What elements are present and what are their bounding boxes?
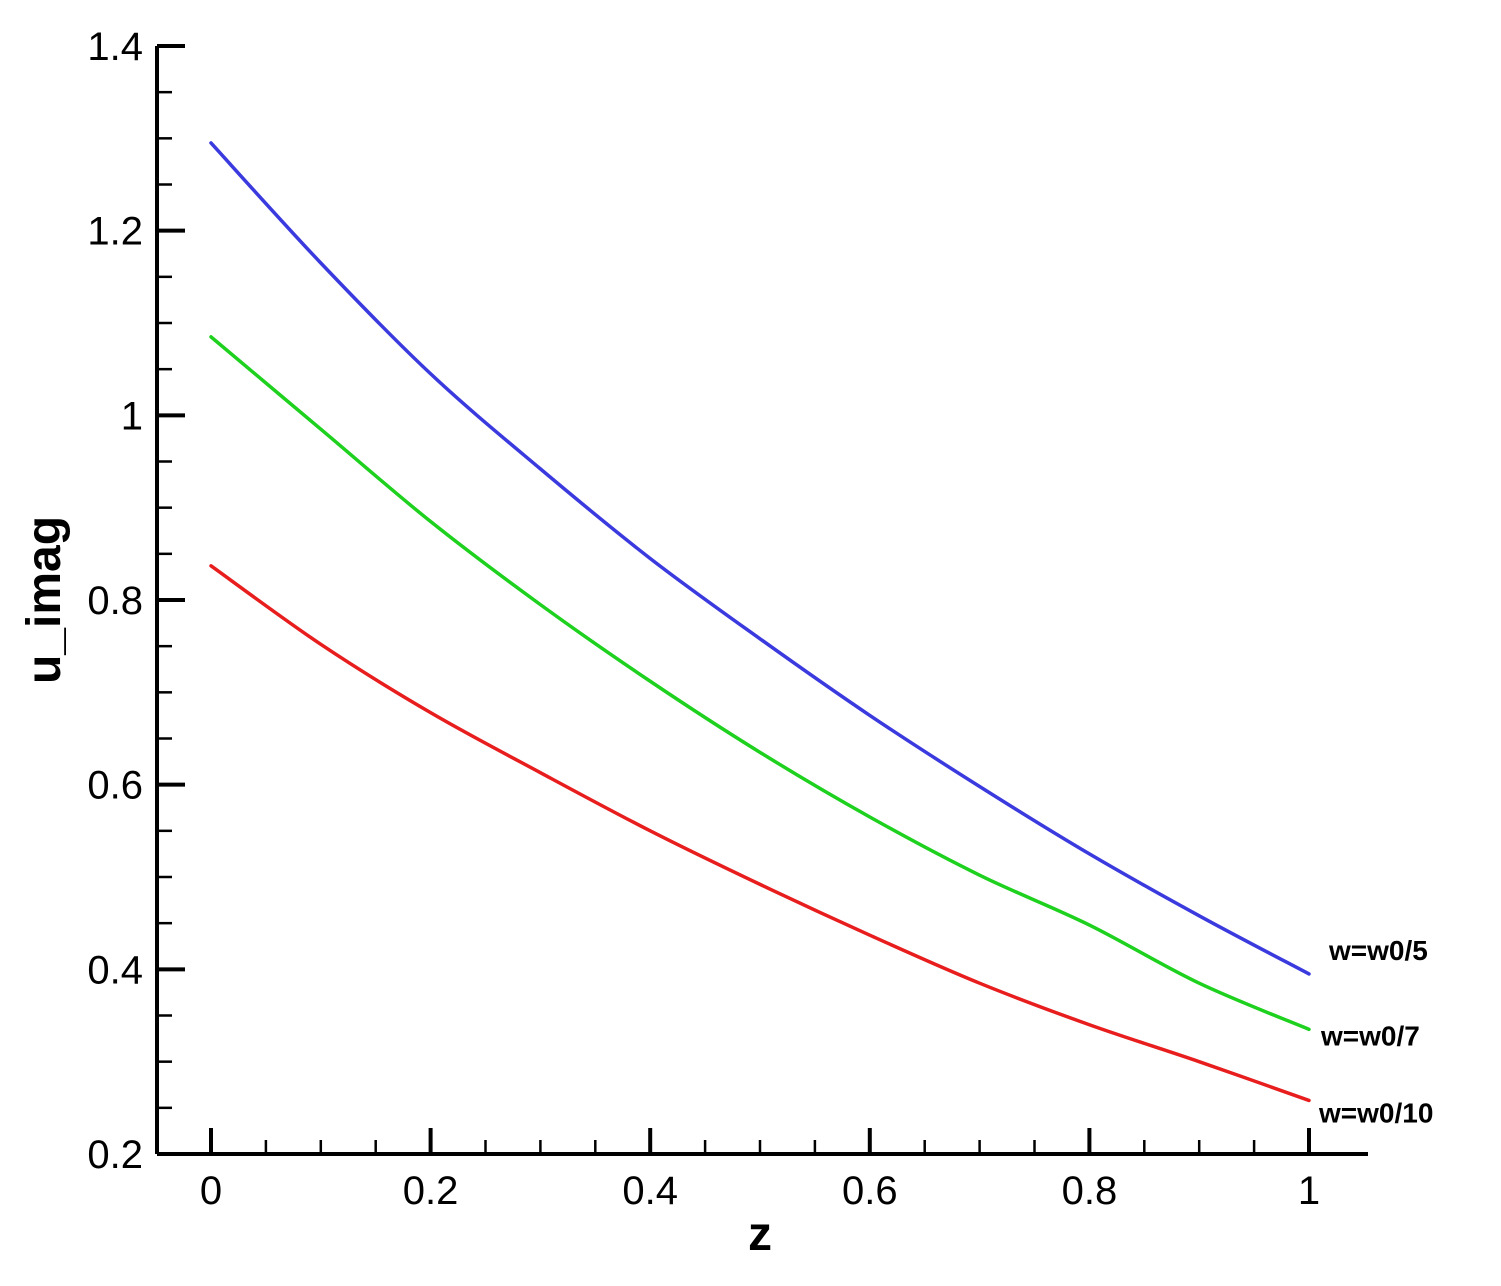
series-lines [209,141,1311,1103]
x-tick-label: 1 [1298,1169,1320,1213]
x-tick-label: 0.6 [842,1169,898,1213]
series-line-1 [209,141,1311,976]
ticks: 0 0.2 0.4 0.6 0.8 1 0.2 0.4 0.6 0.8 1 1.2 1.4 [87,25,1320,1213]
series-label-1: w=w0/5 [1328,935,1428,966]
y-tick-label: 0.8 [87,579,143,623]
series-label-2: w=w0/7 [1320,1020,1420,1051]
series-line-2 [209,335,1311,1032]
x-tick-label: 0.2 [403,1169,459,1213]
x-tick-label: 0 [200,1169,222,1213]
series-line-3 [209,564,1311,1103]
y-tick-label: 0.2 [87,1133,143,1177]
series-label-3: w=w0/10 [1318,1097,1433,1128]
series-labels: w=w0/5 w=w0/7 w=w0/10 [1318,935,1433,1128]
y-tick-label: 0.6 [87,764,143,808]
y-tick-label: 1.2 [87,210,143,254]
x-tick-label: 0.4 [622,1169,678,1213]
y-tick-label: 1.4 [87,25,143,69]
y-tick-label: 1 [121,394,143,438]
x-axis-title: z [748,1208,772,1261]
y-axis-title: u_imag [18,516,71,684]
y-tick-label: 0.4 [87,948,143,992]
x-tick-label: 0.8 [1062,1169,1118,1213]
axes [155,46,1368,1156]
